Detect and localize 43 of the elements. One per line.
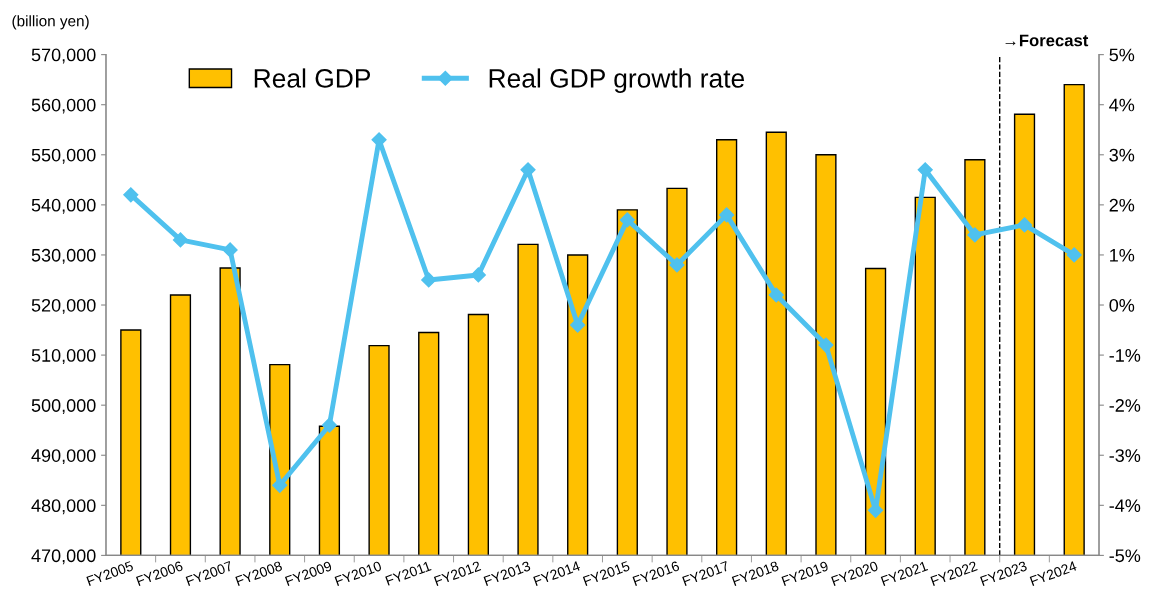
y-tick-label: 480,000 <box>31 499 96 515</box>
y-tick-label: 510,000 <box>31 349 96 364</box>
y2-tick-label: -2% <box>1109 399 1141 412</box>
y2-tick-label: 2% <box>1109 198 1135 212</box>
y-tick-label: 530,000 <box>31 248 96 264</box>
point <box>421 272 437 288</box>
point <box>123 187 139 203</box>
point <box>570 317 586 333</box>
y2-tick-label: -3% <box>1109 449 1141 462</box>
point <box>321 417 337 433</box>
y-tick-label: 570,000 <box>31 48 96 64</box>
y-tick-label: 500,000 <box>31 399 96 415</box>
y2-tick-label: 1% <box>1110 248 1135 262</box>
point <box>172 232 189 248</box>
y2-tick-label: 0% <box>1109 298 1135 312</box>
text: →Forecast <box>1005 34 1089 47</box>
y2-tick-label: -1% <box>1109 349 1141 362</box>
point <box>520 162 536 178</box>
y2-tick-label: 4% <box>1109 98 1135 112</box>
y2-tick-label: 3% <box>1109 148 1135 162</box>
legend-label: Real GDP <box>254 68 371 88</box>
point <box>669 257 685 273</box>
point <box>818 337 834 353</box>
y2-tick-label: 5% <box>1109 48 1135 62</box>
point <box>1066 247 1082 263</box>
y-tick-label: 550,000 <box>31 148 96 164</box>
point <box>222 242 238 258</box>
y-axis-title: (billion yen) <box>12 15 89 30</box>
point <box>619 212 635 228</box>
y2-tick-label: -4% <box>1109 499 1141 512</box>
y-tick-label: 540,000 <box>31 198 96 214</box>
point <box>917 162 933 178</box>
y-tick-label: 560,000 <box>31 98 96 114</box>
point <box>967 227 983 243</box>
point <box>1016 217 1033 233</box>
point <box>719 207 735 223</box>
y-tick-label: 520,000 <box>31 298 96 314</box>
legend-label: Real GDP growth rate <box>489 68 745 93</box>
point <box>768 287 784 303</box>
point <box>272 477 288 493</box>
y-tick-label: 490,000 <box>31 449 96 465</box>
point <box>470 267 486 283</box>
y2-tick-label: -5% <box>1109 549 1141 563</box>
